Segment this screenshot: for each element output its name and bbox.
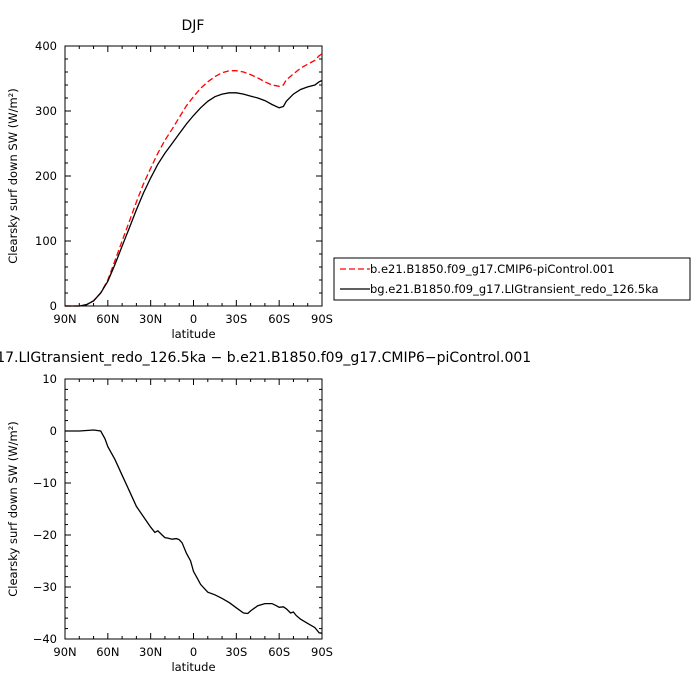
x-tick-label: 60N xyxy=(96,312,119,326)
series-line-0 xyxy=(65,53,323,307)
bottom-plot: 90N 60N 30N 0 30S 60S 90S −40 −30 −20 −10 0 10 latitu… xyxy=(6,372,333,674)
x-tick-label: 60S xyxy=(268,312,290,326)
top-plot: 90N 60N 30N 0 30S 60S 90S 0 100 200 300 400 latitude… xyxy=(6,39,333,341)
legend-label-1: bg.e21.B1850.f09_g17.LIGtransient_redo_1… xyxy=(370,282,659,296)
x-tick-label: 0 xyxy=(190,312,197,326)
plot-frame xyxy=(64,378,323,640)
series-line-0 xyxy=(65,429,323,634)
y-tick-label: 10 xyxy=(42,372,57,386)
x-tick-label: 60S xyxy=(268,645,290,659)
y-tick-label: 100 xyxy=(35,234,57,248)
y-tick-label: 0 xyxy=(50,299,57,313)
x-axis-label: latitude xyxy=(171,660,215,674)
x-tick-label: 30S xyxy=(225,645,247,659)
x-axis-label: latitude xyxy=(171,327,215,341)
x-tick-label: 30S xyxy=(225,312,247,326)
y-axis-label: Clearsky surf down SW (W/m²) xyxy=(6,88,20,264)
y-tick-label: 200 xyxy=(35,169,57,183)
legend-box xyxy=(333,257,691,301)
x-tick-label: 60N xyxy=(96,645,119,659)
x-tick-label: 90S xyxy=(311,312,333,326)
y-tick-label: 300 xyxy=(35,104,57,118)
x-tick-label: 30N xyxy=(139,312,162,326)
top-legend: b.e21.B1850.f09_g17.CMIP6-piControl.001b… xyxy=(333,257,691,301)
legend-label-0: b.e21.B1850.f09_g17.CMIP6-piControl.001 xyxy=(370,262,615,276)
y-tick-label: −30 xyxy=(33,580,57,594)
y-tick-label: 0 xyxy=(50,424,57,438)
x-tick-label: 30N xyxy=(139,645,162,659)
x-tick-label: 90N xyxy=(53,645,76,659)
x-tick-label: 0 xyxy=(190,645,197,659)
y-tick-label: −40 xyxy=(33,632,57,646)
series-line-1 xyxy=(65,79,323,307)
top-chart-title: DJF xyxy=(182,18,205,34)
x-tick-label: 90S xyxy=(311,645,333,659)
y-axis-label: Clearsky surf down SW (W/m²) xyxy=(6,421,20,597)
x-tick-label: 90N xyxy=(53,312,76,326)
y-tick-label: −20 xyxy=(33,528,57,542)
y-tick-label: −10 xyxy=(33,476,57,490)
bottom-chart-title: bg.e21.B1850.f09_g17.LIGtransient_redo_1… xyxy=(0,350,531,366)
y-tick-label: 400 xyxy=(35,39,57,53)
